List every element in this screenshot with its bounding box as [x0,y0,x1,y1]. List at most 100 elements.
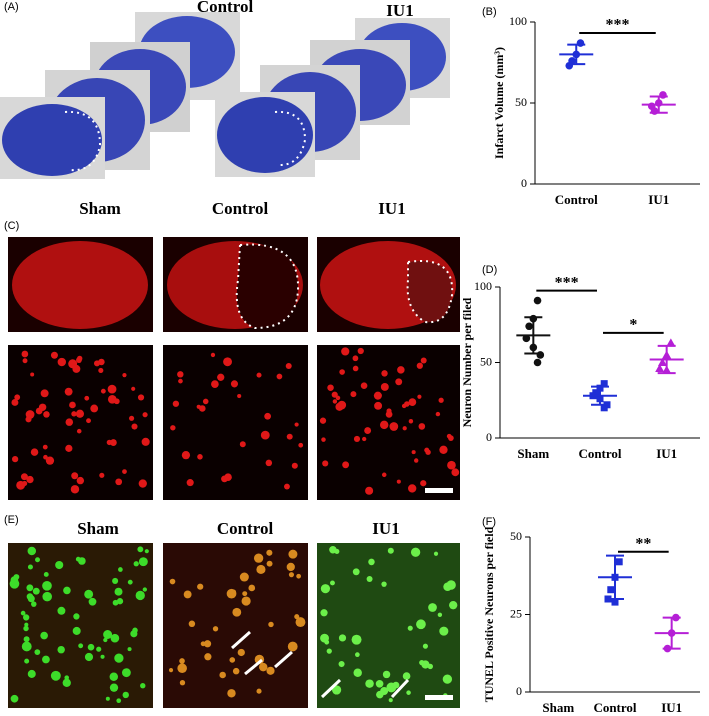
cell [264,412,272,420]
cell [327,384,334,391]
cell [144,549,149,554]
cell [404,401,410,407]
cell [379,420,389,430]
scale-bar [425,488,453,493]
cell [406,690,411,695]
panel-a-photos [0,12,450,179]
significance-label: * [629,317,637,334]
cell [283,483,290,490]
cell [227,689,236,698]
point [659,91,667,99]
panel-label: (A) [4,1,19,13]
cell [138,479,147,488]
cell [396,479,401,484]
x-tick-label: Sham [542,700,574,715]
cell [237,393,242,399]
cell [326,648,332,654]
cell [21,350,29,358]
cell [14,394,21,401]
cell [357,347,364,355]
arrow [390,678,410,699]
cell [78,643,84,649]
cell [127,579,133,585]
cell [217,373,225,381]
y-axis-label: Neuron Number per filed [460,297,474,427]
cell [276,373,283,380]
significance-label: *** [555,274,579,291]
cell [256,688,262,694]
point [647,102,656,111]
cell [295,617,306,628]
cell [381,472,387,478]
error-bar [567,43,586,66]
cell [229,657,236,663]
cell [114,653,124,663]
point [600,404,608,412]
cell [437,612,443,617]
cell [443,582,452,592]
cell [389,422,399,431]
cell [188,620,196,628]
cell [42,444,48,450]
cell [181,451,191,460]
cell [105,696,110,701]
cell [211,380,219,388]
cell [237,648,245,657]
infarct-outline [235,243,300,330]
cell [330,580,335,586]
cell [131,423,138,430]
cell [374,401,383,410]
cell [27,546,37,556]
cell [172,400,180,407]
cell [353,435,361,443]
cell [298,442,304,448]
cell [135,590,145,601]
cells [9,546,458,704]
arrow [231,630,251,650]
cell [232,667,240,675]
cell [259,662,268,672]
cell [26,475,34,484]
significance-label: ** [635,535,651,552]
cell [23,625,29,632]
point [533,358,542,367]
cell [133,561,139,567]
photo [163,345,308,500]
cell [20,473,28,481]
cell [411,450,416,455]
cell [22,358,28,364]
cell [294,422,299,427]
cell [138,557,148,567]
cell [30,372,35,377]
cell [417,394,422,399]
cell [322,460,329,467]
cell [11,398,19,406]
panel-c-photos [8,237,460,500]
cell [114,587,123,596]
cells [11,347,460,495]
cell [351,634,362,645]
cell [65,418,74,426]
cell [447,460,456,470]
photo [317,345,460,500]
cell [24,622,29,627]
cell [93,360,101,367]
photo [317,543,460,708]
cell [230,380,239,388]
cell [242,591,248,597]
cell [402,426,407,431]
cell [360,382,368,390]
point [533,296,542,305]
cell [69,401,76,409]
cell [75,556,81,562]
cell [321,437,326,442]
cell [265,459,273,467]
cell [287,641,298,652]
group-header: IU1 [386,1,413,20]
infarct-outline [64,110,102,172]
cell [410,547,421,557]
x-tick-label: Control [578,446,621,461]
cell [116,698,122,704]
cell [239,441,246,448]
cell [71,472,79,480]
